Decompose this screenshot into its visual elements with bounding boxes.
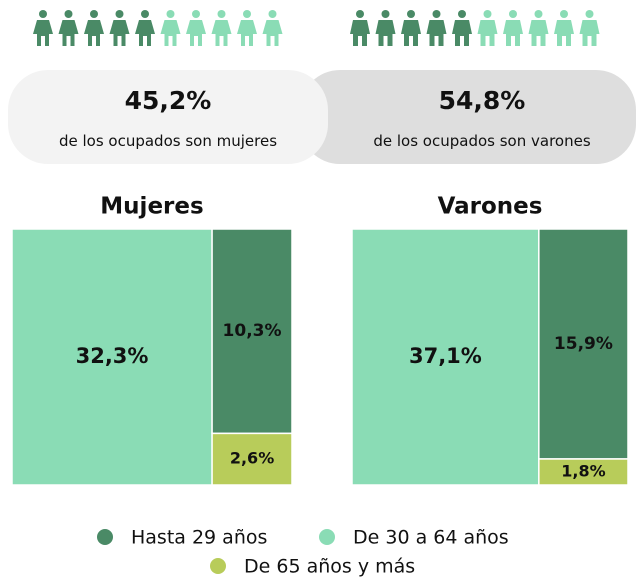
icon-body bbox=[58, 20, 79, 46]
icon-head bbox=[217, 10, 226, 18]
person-icon bbox=[401, 10, 421, 46]
icon-head bbox=[141, 10, 149, 18]
person-icon bbox=[109, 10, 130, 46]
icon-body bbox=[160, 20, 181, 46]
summary-value: 45,2% bbox=[124, 86, 212, 115]
icon-body bbox=[109, 20, 130, 46]
treemap-cell bbox=[538, 228, 629, 460]
legend-swatch bbox=[210, 558, 226, 574]
treemap-cell bbox=[351, 228, 540, 486]
legend-label: Hasta 29 años bbox=[131, 527, 267, 549]
person-icon bbox=[33, 10, 53, 46]
person-icon bbox=[135, 10, 155, 46]
person-icon bbox=[503, 10, 523, 46]
icon-head bbox=[509, 10, 517, 18]
icon-head bbox=[192, 10, 200, 18]
treemap-cell bbox=[11, 228, 213, 486]
icon-head bbox=[64, 10, 73, 18]
icon-head bbox=[483, 10, 492, 18]
icon-head bbox=[243, 10, 251, 18]
icon-head bbox=[39, 10, 47, 18]
cell-label: 1,8% bbox=[561, 461, 605, 480]
person-icon bbox=[350, 10, 370, 46]
icon-body bbox=[503, 20, 523, 46]
cell-label: 2,6% bbox=[230, 449, 274, 468]
icon-body bbox=[350, 20, 370, 46]
chart-title: Varones bbox=[438, 194, 543, 220]
person-icon bbox=[554, 10, 574, 46]
person-icon bbox=[375, 10, 396, 46]
legend-swatch bbox=[319, 529, 335, 545]
icon-head bbox=[115, 10, 124, 18]
person-icon bbox=[426, 10, 447, 46]
treemap-cell bbox=[538, 458, 629, 486]
icon-body bbox=[452, 20, 472, 46]
summary-pill: 45,2% de los ocupados son mujeres bbox=[8, 70, 328, 164]
icon-head bbox=[407, 10, 415, 18]
icon-body bbox=[554, 20, 574, 46]
icon-body bbox=[426, 20, 447, 46]
legend-swatch bbox=[97, 529, 113, 545]
icon-head bbox=[432, 10, 441, 18]
icon-body bbox=[237, 20, 257, 46]
icon-head bbox=[268, 10, 277, 18]
icon-body bbox=[477, 20, 498, 46]
person-icon bbox=[262, 10, 283, 46]
icon-head bbox=[560, 10, 568, 18]
person-icon bbox=[84, 10, 104, 46]
person-icon bbox=[186, 10, 206, 46]
icon-body bbox=[186, 20, 206, 46]
summary-text: de los ocupados son mujeres bbox=[58, 132, 278, 150]
cell-label: 15,9% bbox=[554, 334, 613, 354]
summary-pill: 54,8% de los ocupados son varones bbox=[300, 70, 636, 164]
icon-head bbox=[90, 10, 98, 18]
icon-head bbox=[585, 10, 594, 18]
legend-label: De 30 a 64 años bbox=[353, 527, 509, 549]
person-icon bbox=[528, 10, 549, 46]
summary-value: 54,8% bbox=[438, 86, 526, 115]
icon-body bbox=[528, 20, 549, 46]
person-icon bbox=[477, 10, 498, 46]
icon-body bbox=[262, 20, 283, 46]
chart-title: Mujeres bbox=[100, 194, 203, 220]
icon-body bbox=[84, 20, 104, 46]
cell-label: 37,1% bbox=[409, 344, 482, 368]
treemap-cell bbox=[211, 228, 293, 435]
cell-label: 10,3% bbox=[223, 321, 282, 341]
icon-head bbox=[534, 10, 543, 18]
icon-body bbox=[33, 20, 53, 46]
icon-head bbox=[458, 10, 466, 18]
icon-head bbox=[381, 10, 390, 18]
cell-label: 32,3% bbox=[76, 344, 149, 368]
person-icon bbox=[58, 10, 79, 46]
person-icon bbox=[237, 10, 257, 46]
icon-head bbox=[356, 10, 364, 18]
person-icon bbox=[579, 10, 600, 46]
person-icon bbox=[160, 10, 181, 46]
icon-body bbox=[401, 20, 421, 46]
person-icon bbox=[211, 10, 232, 46]
icon-head bbox=[166, 10, 175, 18]
treemap-cell bbox=[211, 432, 293, 486]
icon-body bbox=[135, 20, 155, 46]
summary-text: de los ocupados son varones bbox=[373, 132, 591, 150]
legend-label: De 65 años y más bbox=[244, 556, 415, 578]
icon-body bbox=[211, 20, 232, 46]
icon-body bbox=[579, 20, 600, 46]
person-icon bbox=[452, 10, 472, 46]
icon-body bbox=[375, 20, 396, 46]
